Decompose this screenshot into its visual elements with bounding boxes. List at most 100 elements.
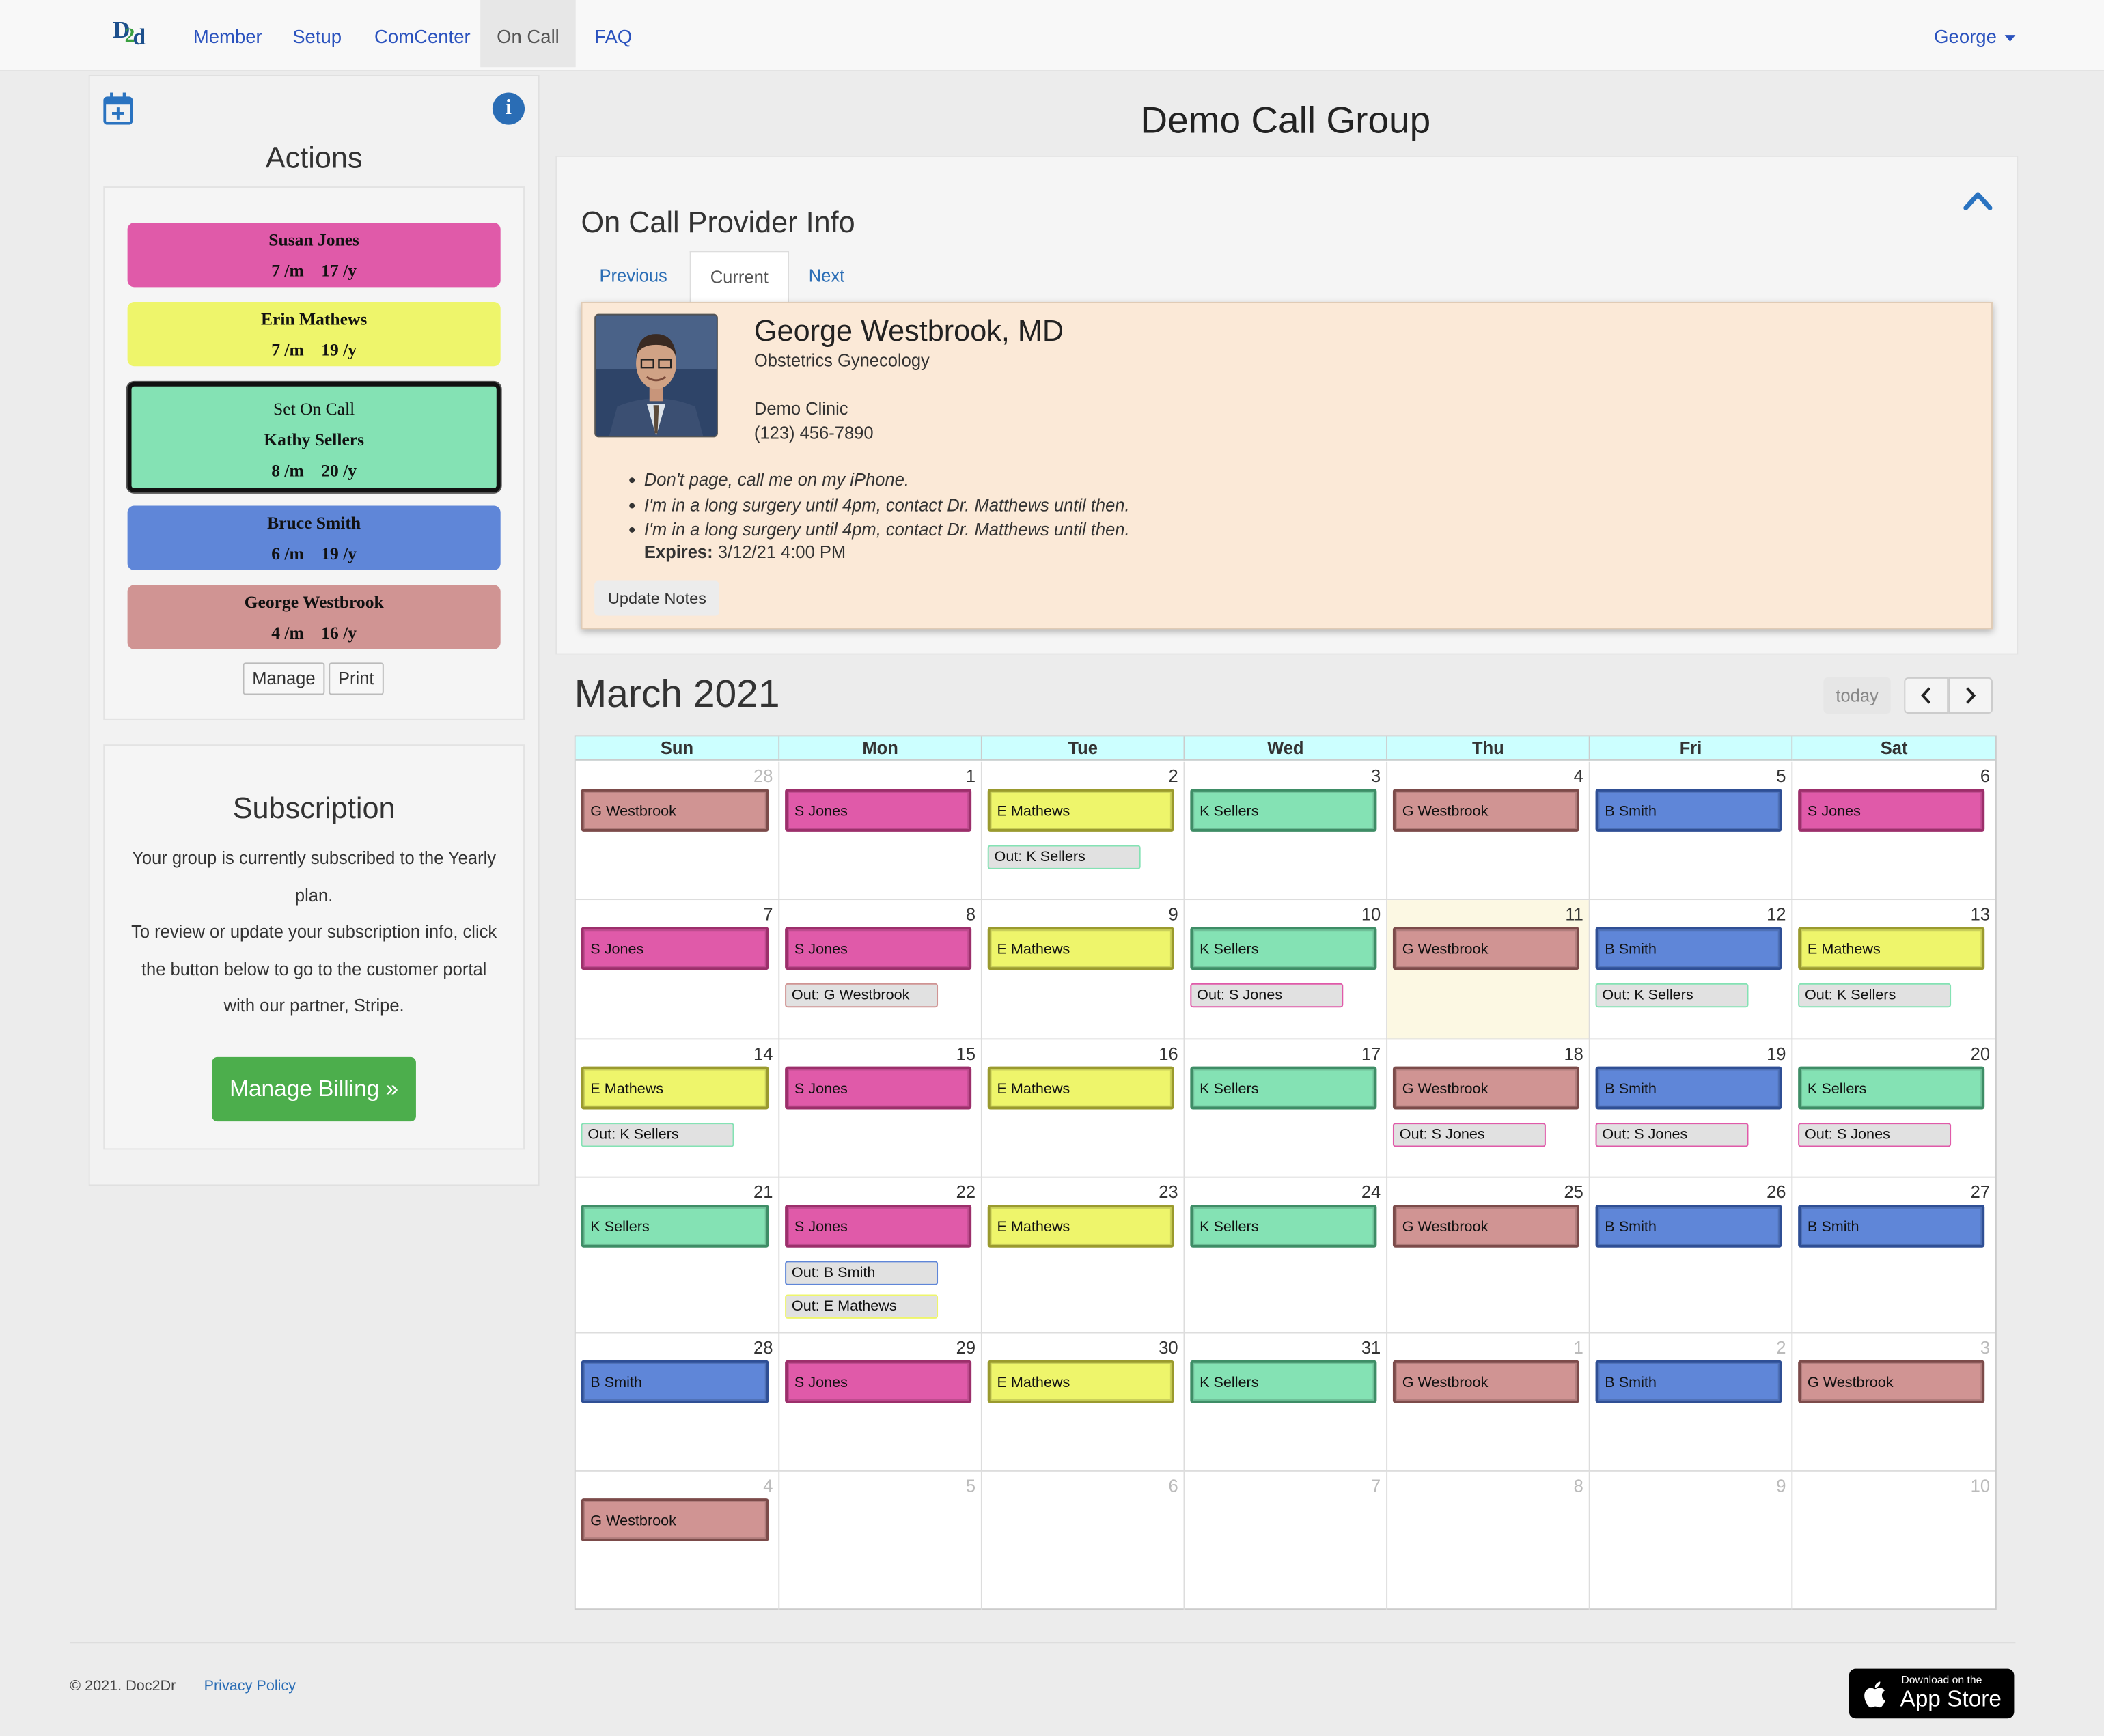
on-call-event[interactable]: G Westbrook <box>1392 1066 1579 1110</box>
out-event[interactable]: Out: G Westbrook <box>785 983 939 1008</box>
on-call-event[interactable]: S Jones <box>1798 789 1985 832</box>
calendar-day-18[interactable]: 18 G Westbrook Out: S Jones <box>1387 1039 1590 1178</box>
on-call-event[interactable]: S Jones <box>785 1066 972 1110</box>
nav-setup[interactable]: Setup <box>292 25 342 47</box>
on-call-event[interactable]: K Sellers <box>1798 1066 1985 1110</box>
prev-month-button[interactable] <box>1904 677 1949 714</box>
calendar-day-21[interactable]: 21 K Sellers <box>575 1177 780 1334</box>
tab-previous[interactable]: Previous <box>599 265 667 286</box>
on-call-event[interactable]: K Sellers <box>1190 789 1377 832</box>
on-call-event[interactable]: S Jones <box>785 1360 972 1403</box>
calendar-day-12[interactable]: 12 B Smith Out: K Sellers <box>1590 900 1793 1040</box>
on-call-event[interactable]: K Sellers <box>1190 1204 1377 1248</box>
on-call-event[interactable]: E Mathews <box>987 1360 1174 1403</box>
calendar-day-30[interactable]: 30 E Mathews <box>982 1333 1185 1472</box>
out-event[interactable]: Out: E Mathews <box>785 1294 939 1319</box>
info-icon[interactable]: i <box>492 92 525 125</box>
manage-billing-button[interactable]: Manage Billing » <box>212 1056 416 1122</box>
calendar-day-22[interactable]: 22 S Jones Out: B Smith Out: E Mathews <box>779 1177 982 1334</box>
on-call-event[interactable]: G Westbrook <box>1392 1360 1579 1403</box>
calendar-day-23[interactable]: 23 E Mathews <box>982 1177 1185 1334</box>
on-call-event[interactable]: E Mathews <box>987 927 1174 970</box>
tab-current[interactable]: Current <box>689 251 790 305</box>
calendar-day-other-month[interactable]: 9 <box>1590 1471 1793 1610</box>
on-call-event[interactable]: B Smith <box>1798 1204 1985 1248</box>
on-call-event[interactable]: K Sellers <box>1190 1360 1377 1403</box>
on-call-event[interactable]: B Smith <box>1595 927 1782 970</box>
calendar-day-other-month[interactable]: 5 <box>779 1471 982 1610</box>
calendar-day-13[interactable]: 13 E Mathews Out: K Sellers <box>1792 900 1995 1040</box>
on-call-event[interactable]: B Smith <box>581 1360 769 1403</box>
out-event[interactable]: Out: S Jones <box>1595 1123 1749 1147</box>
calendar-day-other-month[interactable]: 7 <box>1185 1471 1388 1610</box>
out-event[interactable]: Out: S Jones <box>1798 1123 1952 1147</box>
calendar-day-28[interactable]: 28 B Smith <box>575 1333 780 1472</box>
out-event[interactable]: Out: S Jones <box>1392 1123 1546 1147</box>
calendar-day-other-month[interactable]: 6 <box>982 1471 1185 1610</box>
print-button[interactable]: Print <box>329 662 384 695</box>
on-call-event[interactable]: K Sellers <box>581 1204 769 1248</box>
on-call-event[interactable]: G Westbrook <box>581 789 769 832</box>
calendar-day-other-month[interactable]: 8 <box>1387 1471 1590 1610</box>
calendar-day-14[interactable]: 14 E Mathews Out: K Sellers <box>575 1039 780 1178</box>
provider-button-erin-mathews[interactable]: Erin Mathews 7 /m 19 /y <box>127 301 501 367</box>
chevron-up-icon[interactable] <box>1963 189 1993 210</box>
calendar-day-31[interactable]: 31 K Sellers <box>1185 1333 1388 1472</box>
on-call-event[interactable]: G Westbrook <box>1798 1360 1985 1403</box>
on-call-event[interactable]: G Westbrook <box>1392 1204 1579 1248</box>
next-month-button[interactable] <box>1948 677 1993 714</box>
nav-comcenter[interactable]: ComCenter <box>374 25 471 47</box>
calendar-day-other-month[interactable]: 28 G Westbrook <box>575 761 780 901</box>
on-call-event[interactable]: E Mathews <box>987 1066 1174 1110</box>
on-call-event[interactable]: B Smith <box>1595 1204 1782 1248</box>
calendar-day-27[interactable]: 27 B Smith <box>1792 1178 1995 1334</box>
on-call-event[interactable]: E Mathews <box>1798 927 1985 970</box>
on-call-event[interactable]: S Jones <box>785 927 972 970</box>
on-call-event[interactable]: K Sellers <box>1190 927 1377 970</box>
calendar-day-15[interactable]: 15 S Jones <box>779 1039 982 1178</box>
out-event[interactable]: Out: S Jones <box>1190 983 1344 1008</box>
on-call-event[interactable]: E Mathews <box>987 1204 1174 1248</box>
calendar-day-17[interactable]: 17 K Sellers <box>1185 1039 1388 1178</box>
on-call-event[interactable]: B Smith <box>1595 1066 1782 1110</box>
provider-button-bruce-smith[interactable]: Bruce Smith 6 /m 19 /y <box>127 505 501 570</box>
update-notes-button[interactable]: Update Notes <box>594 580 720 616</box>
on-call-event[interactable]: G Westbrook <box>1392 789 1579 832</box>
out-event[interactable]: Out: K Sellers <box>1595 983 1749 1008</box>
calendar-day-29[interactable]: 29 S Jones <box>779 1333 982 1472</box>
on-call-event[interactable]: K Sellers <box>1190 1066 1377 1110</box>
on-call-event[interactable]: E Mathews <box>987 789 1174 832</box>
calendar-day-19[interactable]: 19 B Smith Out: S Jones <box>1590 1039 1793 1178</box>
provider-button-george-westbrook[interactable]: George Westbrook 4 /m 16 /y <box>127 585 501 649</box>
on-call-event[interactable]: E Mathews <box>581 1066 769 1110</box>
tab-next[interactable]: Next <box>808 265 845 286</box>
calendar-day-other-month[interactable]: 10 <box>1792 1472 1995 1610</box>
calendar-day-10[interactable]: 10 K Sellers Out: S Jones <box>1185 900 1388 1040</box>
on-call-event[interactable]: G Westbrook <box>1392 927 1579 970</box>
on-call-event[interactable]: S Jones <box>785 789 972 832</box>
calendar-day-24[interactable]: 24 K Sellers <box>1185 1177 1388 1334</box>
on-call-event[interactable]: G Westbrook <box>581 1498 769 1541</box>
out-event[interactable]: Out: K Sellers <box>581 1123 734 1147</box>
on-call-event[interactable]: B Smith <box>1595 1360 1782 1403</box>
calendar-plus-icon[interactable] <box>103 92 133 125</box>
nav-member[interactable]: Member <box>193 25 262 47</box>
provider-button-susan-jones[interactable]: Susan Jones 7 /m 17 /y <box>127 223 501 288</box>
calendar-day-16[interactable]: 16 E Mathews <box>982 1039 1185 1178</box>
out-event[interactable]: Out: B Smith <box>785 1261 939 1285</box>
user-menu[interactable]: George <box>1934 0 2016 72</box>
privacy-policy-link[interactable]: Privacy Policy <box>204 1678 296 1694</box>
calendar-day-11[interactable]: 11 G Westbrook <box>1387 900 1590 1040</box>
